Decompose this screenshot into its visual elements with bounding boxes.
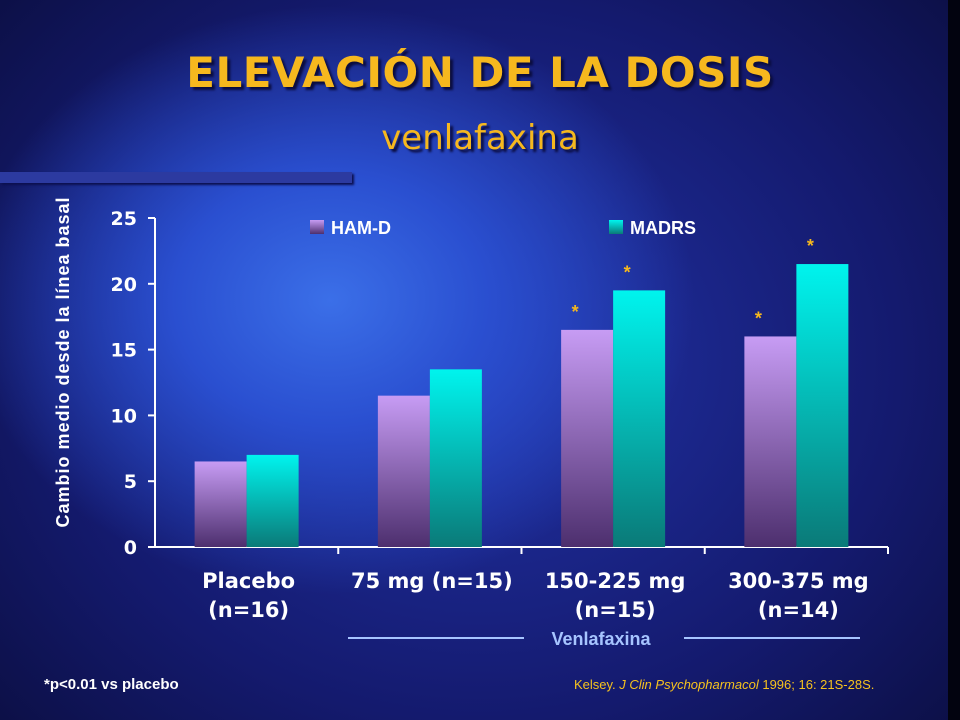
y-axis-label: Cambio medio desde la línea basal xyxy=(53,196,73,527)
legend-swatch-madrs xyxy=(609,220,623,234)
significance-asterisk: * xyxy=(624,262,631,282)
y-tick-label: 25 xyxy=(111,208,137,230)
y-tick-label: 0 xyxy=(124,537,137,559)
y-tick-label: 20 xyxy=(111,274,137,296)
bar-ham-d-3 xyxy=(561,329,614,547)
x-tick-label: 75 mg (n=15) xyxy=(351,569,513,593)
bar-madrs-3 xyxy=(613,290,666,547)
x-tick-label: 300-375 mg xyxy=(728,569,869,593)
x-tick-label: (n=16) xyxy=(208,598,289,622)
slide-title: ELEVACIÓN DE LA DOSIS xyxy=(186,48,774,97)
x-tick-label: (n=14) xyxy=(758,598,839,622)
legend-swatch-ham-d xyxy=(310,220,324,234)
significance-asterisk: * xyxy=(755,308,762,328)
significance-footnote: *p<0.01 vs placebo xyxy=(44,676,179,693)
legend-label-madrs: MADRS xyxy=(630,218,696,238)
citation-journal: J Clin Psychopharmacol xyxy=(619,677,759,692)
x-tick-label: Placebo xyxy=(202,569,295,593)
bar-madrs-2 xyxy=(429,369,482,547)
right-edge-strip xyxy=(948,0,960,720)
y-tick-label: 10 xyxy=(111,405,137,427)
bracket-label: Venlafaxina xyxy=(551,629,651,649)
bar-ham-d-4 xyxy=(744,336,797,547)
slide-subtitle: venlafaxina xyxy=(381,118,579,158)
citation: Kelsey. J Clin Psychopharmacol 1996; 16:… xyxy=(574,677,874,692)
citation-author: Kelsey. xyxy=(574,677,620,692)
bar-ham-d-1 xyxy=(194,461,247,547)
y-tick-label: 15 xyxy=(111,340,137,362)
significance-asterisk: * xyxy=(572,302,579,322)
bar-madrs-4 xyxy=(796,264,849,547)
bar-madrs-1 xyxy=(246,454,299,547)
legend-label-ham-d: HAM-D xyxy=(331,218,391,238)
significance-asterisk: * xyxy=(807,236,814,256)
bar-ham-d-2 xyxy=(377,395,430,547)
citation-details: 1996; 16: 21S-28S. xyxy=(758,677,875,692)
x-tick-label: (n=15) xyxy=(575,598,656,622)
x-tick-label: 150-225 mg xyxy=(545,569,686,593)
y-tick-label: 5 xyxy=(124,471,137,493)
title-underline-bar xyxy=(0,172,352,183)
